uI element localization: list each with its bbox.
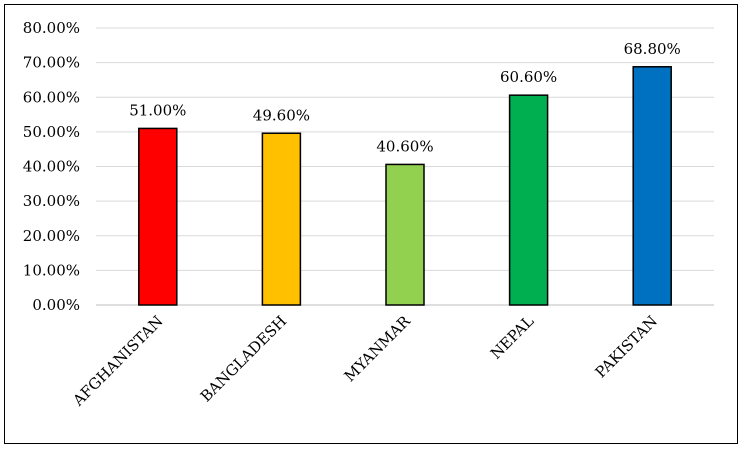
x-category-label: AFGHANISTAN bbox=[69, 312, 167, 410]
y-tick-label: 70.00% bbox=[23, 54, 80, 72]
data-label: 40.60% bbox=[376, 137, 433, 155]
x-axis-category-labels: AFGHANISTAN BANGLADESH MYANMAR NEPAL PAKISTA… bbox=[69, 312, 661, 411]
x-category-label: MYANMAR bbox=[341, 312, 415, 386]
chart-frame bbox=[4, 4, 738, 444]
y-tick-label: 0.00% bbox=[32, 296, 80, 314]
data-label: 68.80% bbox=[624, 40, 681, 58]
bar-pakistan bbox=[632, 66, 672, 306]
bar-bangladesh bbox=[261, 132, 302, 306]
y-axis-tick-labels: 0.00% 10.00% 20.00% 30.00% 40.00% 50.00% 60.00… bbox=[23, 19, 80, 314]
x-category-label: PAKISTAN bbox=[592, 312, 661, 381]
x-category-label: BANGLADESH bbox=[197, 312, 290, 405]
y-tick-label: 20.00% bbox=[23, 227, 80, 245]
data-labels: 51.00% 49.60% 40.60% 60.60% 68.80% bbox=[129, 40, 681, 156]
bars bbox=[138, 66, 672, 306]
y-tick-label: 80.00% bbox=[23, 19, 80, 37]
x-category-label: NEPAL bbox=[487, 312, 538, 363]
y-tick-label: 40.00% bbox=[23, 158, 80, 176]
data-label: 49.60% bbox=[253, 106, 310, 124]
bar-afghanistan bbox=[138, 127, 178, 306]
data-label: 51.00% bbox=[129, 101, 186, 119]
data-label: 60.60% bbox=[500, 68, 557, 86]
bar-nepal bbox=[508, 94, 549, 306]
y-tick-label: 10.00% bbox=[23, 261, 80, 279]
y-tick-label: 30.00% bbox=[23, 192, 80, 210]
y-tick-label: 60.00% bbox=[23, 88, 80, 106]
y-tick-label: 50.00% bbox=[23, 123, 80, 141]
bar-myanmar bbox=[385, 163, 425, 306]
gridlines bbox=[96, 27, 714, 306]
